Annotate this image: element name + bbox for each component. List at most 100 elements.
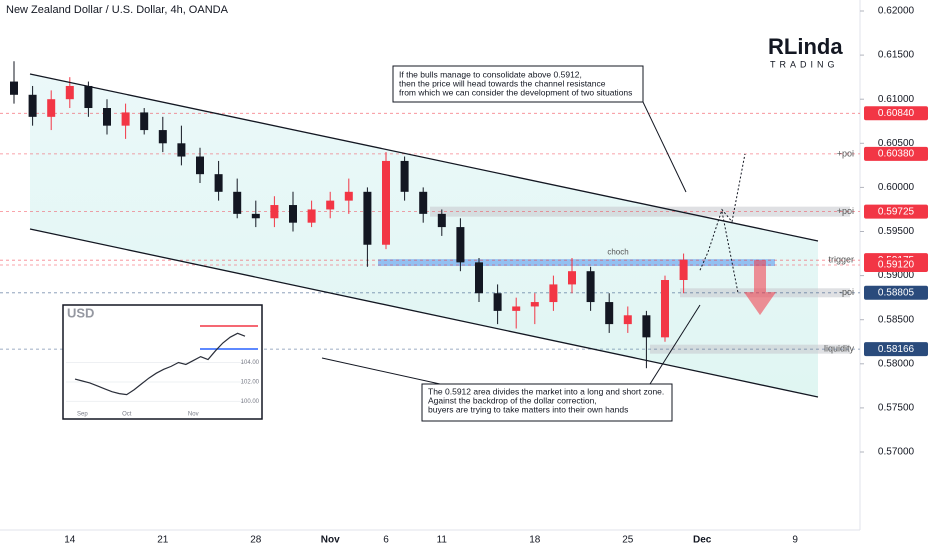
candle-body — [307, 209, 316, 223]
level-tag: liquidity — [824, 344, 855, 354]
x-tick-label: Nov — [321, 535, 340, 546]
x-tick-label: 18 — [529, 535, 541, 546]
level-label: 0.59120 — [878, 260, 915, 271]
candle-body — [10, 81, 18, 95]
x-tick-label: 9 — [792, 535, 798, 546]
candle-body — [605, 302, 614, 325]
candle-body — [344, 191, 353, 201]
inset-y-label: 100.00 — [241, 399, 260, 405]
candle-body — [586, 271, 595, 303]
y-tick-label: 0.61500 — [878, 50, 915, 61]
candle-body — [530, 302, 539, 307]
candle-body — [456, 227, 465, 263]
candle-body — [28, 94, 37, 117]
logo: RLinda — [768, 34, 843, 59]
annotation-line: from which we can consider the developme… — [399, 87, 632, 97]
candle-body — [363, 191, 372, 245]
candle-body — [679, 259, 688, 281]
logo-sub: TRADING — [770, 59, 839, 69]
callout-line — [610, 101, 687, 193]
annotation-line: buyers are trying to take matters into t… — [428, 404, 628, 414]
candle-body — [493, 293, 502, 311]
inset-title: USD — [67, 305, 94, 320]
trigger-band — [378, 259, 775, 267]
candle-body — [549, 284, 558, 303]
annotation-box — [421, 383, 673, 422]
candle-body — [382, 160, 390, 245]
x-tick-label: Dec — [693, 535, 712, 546]
candle-body — [84, 85, 93, 109]
marks — [0, 61, 860, 369]
candle-body — [642, 315, 651, 338]
candle-body — [158, 130, 167, 144]
zone — [430, 206, 850, 217]
candle-body — [437, 213, 446, 228]
candle-body — [233, 191, 242, 214]
annotation-line: If the bulls manage to consolidate above… — [399, 69, 582, 79]
level-label-bg — [864, 146, 928, 161]
level-label-bg — [864, 258, 928, 273]
inset-y-label: 102.00 — [241, 380, 260, 386]
y-tick-label: 0.62000 — [878, 6, 915, 17]
candle-body — [121, 112, 130, 126]
candle-body — [214, 174, 223, 192]
level-label: 0.58166 — [878, 344, 915, 355]
channel-lower — [29, 228, 819, 398]
y-tick-label: 0.60000 — [878, 182, 915, 193]
candle-body — [196, 156, 204, 175]
y-tick-label: 0.61000 — [878, 94, 915, 105]
y-tick-label: 0.60500 — [878, 138, 915, 149]
candle-body — [103, 108, 111, 126]
level-tag: -poi — [839, 287, 854, 297]
candle-body — [512, 306, 521, 311]
x-tick-label: 21 — [157, 535, 169, 546]
inset-line — [74, 332, 246, 396]
annotation-line: The 0.5912 area divides the market into … — [428, 386, 664, 396]
inset-x-label: Oct — [122, 412, 132, 418]
candle-body — [140, 112, 149, 131]
level-tag: trigger — [828, 255, 854, 265]
candle-body — [400, 160, 409, 192]
candle-body — [419, 191, 428, 214]
short-arrow — [744, 260, 776, 316]
inset-x-label: Sep — [77, 412, 88, 418]
inset-x-label: Nov — [188, 412, 199, 418]
y-tick-label: 0.57500 — [878, 403, 915, 414]
y-tick-label: 0.59000 — [878, 270, 915, 281]
level-label: 0.58805 — [878, 287, 915, 298]
x-tick-label: 14 — [64, 535, 76, 546]
level-label-bg — [864, 204, 928, 219]
candle-body — [65, 85, 74, 100]
candle-body — [475, 262, 483, 294]
x-tick-label: 28 — [250, 535, 262, 546]
candle-body — [289, 205, 297, 223]
annotation-line: Against the backdrop of the dollar corre… — [428, 395, 597, 405]
y-tick-label: 0.57000 — [878, 447, 915, 458]
level-label-bg — [864, 285, 928, 300]
candle-body — [623, 315, 632, 325]
chart-title: New Zealand Dollar / U.S. Dollar, 4h, OA… — [6, 4, 229, 16]
callout-line — [321, 357, 441, 385]
level-label: 0.60380 — [878, 149, 915, 160]
channel-upper — [29, 73, 819, 242]
channel-fill — [30, 74, 818, 397]
annotation-line: then the price will head towards the cha… — [399, 78, 606, 88]
level-label: 0.60840 — [878, 108, 915, 119]
candle-body — [661, 280, 669, 338]
candle-body — [177, 143, 186, 157]
candle-body — [251, 213, 260, 219]
inset-y-label: 104.00 — [241, 360, 260, 366]
level-label: 0.59725 — [878, 206, 915, 217]
candle-body — [326, 200, 335, 210]
y-tick-label: 0.58500 — [878, 314, 915, 325]
level-label-bg — [864, 342, 928, 357]
level-tag: +poi — [837, 206, 854, 216]
x-tick-label: 6 — [383, 535, 389, 546]
scenario-path — [699, 153, 746, 271]
x-tick-label: 25 — [622, 535, 634, 546]
choch-label: choch — [607, 247, 628, 256]
x-tick-label: 11 — [437, 535, 448, 546]
candle-body — [270, 205, 279, 219]
level-label-bg — [864, 106, 928, 121]
candle-body — [47, 99, 56, 117]
